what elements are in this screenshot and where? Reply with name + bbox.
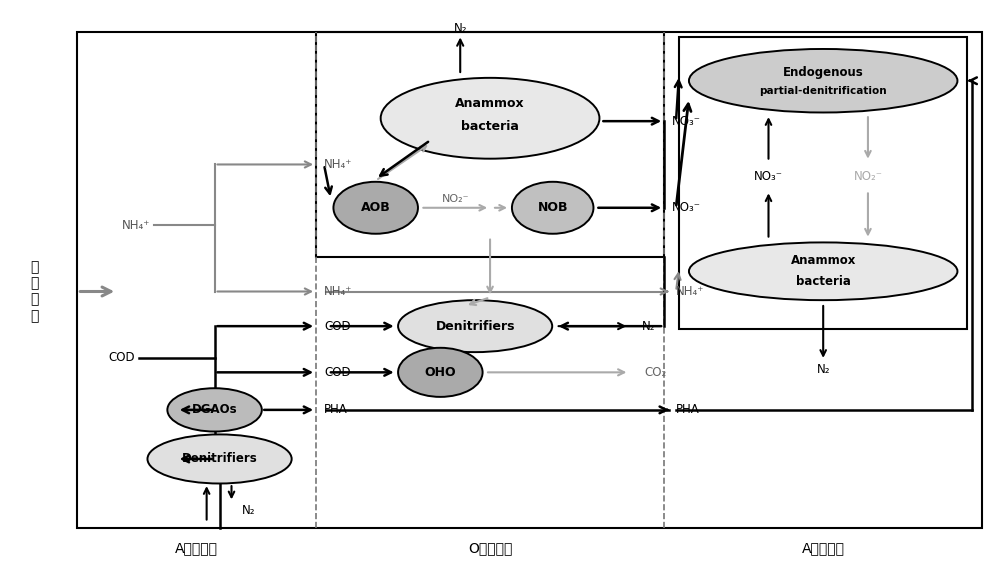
Ellipse shape [167,388,262,431]
Text: NOB: NOB [537,201,568,215]
Text: NO₃⁻: NO₃⁻ [754,170,783,182]
Text: A（厕氧）: A（厕氧） [175,542,218,556]
Ellipse shape [398,300,552,352]
Text: O（好氧）: O（好氧） [468,542,512,556]
Text: AOB: AOB [361,201,391,215]
Text: A（缺氧）: A（缺氧） [802,542,845,556]
Ellipse shape [689,243,957,300]
Ellipse shape [512,182,593,234]
Ellipse shape [147,434,292,483]
Text: N₂: N₂ [642,319,656,333]
Ellipse shape [381,78,599,159]
Bar [679,37,967,329]
Text: CO₂: CO₂ [644,366,666,379]
Text: COD: COD [324,366,351,379]
Bar [77,31,982,528]
Text: NO₃⁻: NO₃⁻ [672,115,701,128]
Text: OHO: OHO [425,366,456,379]
Text: NH₄⁺: NH₄⁺ [676,285,704,298]
Text: Anammox: Anammox [791,254,856,268]
Text: DGAOs: DGAOs [192,403,237,416]
Text: 生
活
污
水: 生 活 污 水 [30,260,39,323]
Text: Denitrifiers: Denitrifiers [435,319,515,333]
Text: PHA: PHA [676,403,700,416]
Text: COD: COD [324,319,351,333]
Text: NO₂⁻: NO₂⁻ [442,194,469,204]
Bar [316,31,664,257]
Text: COD: COD [108,352,135,364]
Text: bacteria: bacteria [796,275,851,288]
Text: NH₄⁺: NH₄⁺ [324,285,352,298]
Text: partial-denitrification: partial-denitrification [759,86,887,96]
Text: Anammox: Anammox [455,97,525,110]
Ellipse shape [333,182,418,234]
Text: NH₄⁺: NH₄⁺ [122,219,150,231]
Text: Endogenous: Endogenous [783,65,864,79]
Text: NO₃⁻: NO₃⁻ [672,201,701,215]
Text: N₂: N₂ [241,504,255,518]
Ellipse shape [398,348,483,397]
Text: PHA: PHA [324,403,348,416]
Text: N₂: N₂ [816,363,830,376]
Text: N₂: N₂ [453,22,467,35]
Text: NO₂⁻: NO₂⁻ [853,170,882,182]
Text: bacteria: bacteria [461,121,519,134]
Ellipse shape [689,49,957,113]
Text: Denitrifiers: Denitrifiers [182,452,257,465]
Text: NH₄⁺: NH₄⁺ [324,158,352,171]
